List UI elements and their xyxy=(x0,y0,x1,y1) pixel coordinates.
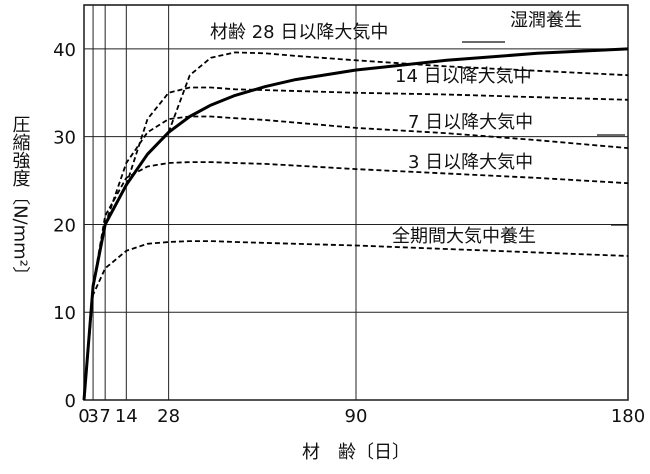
series-line xyxy=(104,115,629,225)
y-tick-label: 10 xyxy=(53,303,76,324)
series-label: 材齢 28 日以降大気中 xyxy=(210,22,388,43)
x-tick-label: 0 xyxy=(78,406,89,427)
series-label: 3 日以降大気中 xyxy=(408,152,533,173)
y-tick-label: 40 xyxy=(53,40,76,61)
x-tick-label: 14 xyxy=(115,406,138,427)
series-label: 7 日以降大気中 xyxy=(408,112,533,133)
series-line xyxy=(125,86,629,186)
y-tick-label: 0 xyxy=(65,391,76,412)
series-line xyxy=(167,51,629,133)
x-tick-label: 7 xyxy=(99,406,110,427)
x-tick-label: 28 xyxy=(157,406,180,427)
y-tick-label: 30 xyxy=(53,128,76,149)
series-label: 14 日以降大気中 xyxy=(395,66,532,87)
series-label: 湿潤養生 xyxy=(510,10,582,31)
x-tick-label: 90 xyxy=(345,406,368,427)
x-tick-label: 180 xyxy=(611,406,645,427)
x-axis-label: 材 齢〔日〕 xyxy=(302,442,410,463)
y-tick-label: 20 xyxy=(53,215,76,236)
series-line xyxy=(82,47,629,401)
x-tick-label: 3 xyxy=(87,406,98,427)
y-axis-label: 圧縮強度〔N/mm²〕 xyxy=(10,115,31,285)
series-label: 全期間大気中養生 xyxy=(392,226,536,247)
